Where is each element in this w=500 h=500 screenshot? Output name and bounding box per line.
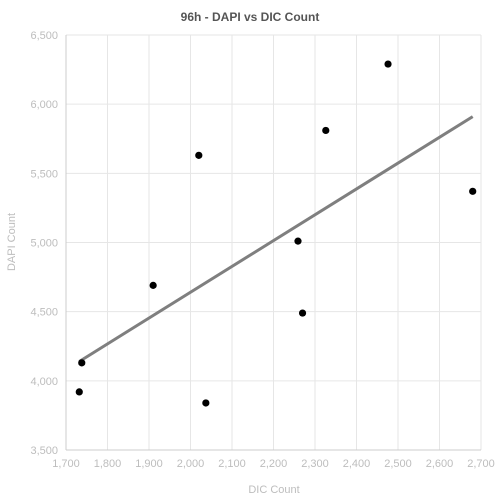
x-tick-label: 1,700: [52, 458, 80, 470]
data-point: [294, 237, 302, 245]
grid-lines: [65, 34, 482, 451]
data-point: [78, 359, 86, 367]
x-tick-label: 2,300: [301, 458, 329, 470]
x-tick-label: 2,400: [343, 458, 371, 470]
x-tick-label: 2,600: [426, 458, 454, 470]
data-point: [298, 309, 307, 317]
x-tick-label: 2,700: [467, 458, 495, 470]
y-tick-label: 6,500: [30, 30, 58, 42]
x-tick-label: 2,000: [177, 458, 205, 470]
y-tick-label: 4,500: [30, 307, 58, 319]
x-tick-label: 2,100: [218, 458, 246, 470]
x-tick-label: 2,200: [260, 458, 288, 470]
y-tick-label: 5,000: [30, 238, 58, 250]
data-point: [195, 151, 203, 159]
data-point: [202, 399, 210, 407]
y-tick-label: 5,500: [30, 168, 58, 180]
y-axis-label: DAPI Count: [6, 213, 18, 271]
tick-labels: 1,700 1,800 1,900 2,000 2,100 2,200 2,300 2,400…: [30, 30, 494, 470]
y-tick-label: 3,500: [30, 445, 58, 457]
chart-title: 96h - DAPI vs DIC Count: [181, 10, 320, 24]
x-tick-label: 1,800: [94, 458, 122, 470]
x-tick-label: 1,900: [135, 458, 163, 470]
data-point: [149, 281, 157, 289]
y-tick-label: 4,000: [30, 376, 58, 388]
data-point: [384, 60, 392, 68]
y-tick-label: 6,000: [30, 99, 58, 111]
axes: [65, 35, 481, 451]
data-points: [75, 60, 477, 407]
x-tick-label: 2,500: [384, 458, 412, 470]
x-axis-label: DIC Count: [248, 484, 299, 496]
data-point: [322, 126, 330, 135]
trendline: [78, 115, 474, 363]
data-point: [469, 187, 477, 195]
trendline-group: [78, 115, 474, 363]
data-point: [75, 388, 83, 396]
